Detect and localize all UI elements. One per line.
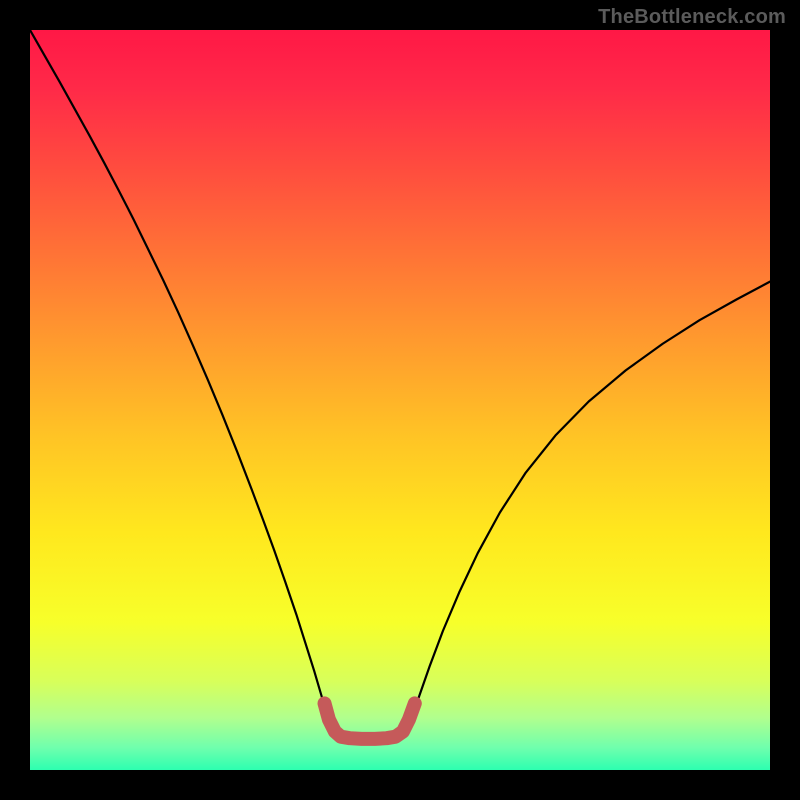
chart-background-gradient <box>30 30 770 770</box>
bottleneck-curve-chart <box>0 0 800 800</box>
watermark-text: TheBottleneck.com <box>598 6 786 29</box>
